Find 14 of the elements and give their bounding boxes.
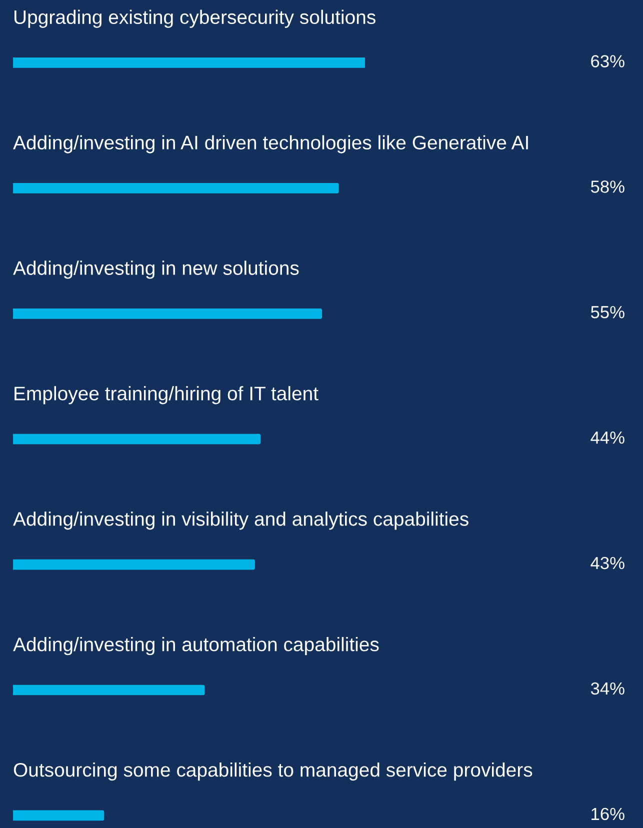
y-tick-label: Adding/investing in visibility and analytics capabilities: [13, 512, 468, 530]
y-tick-label: Adding/investing in new solutions: [13, 260, 299, 279]
y-tick-label: Outsourcing some capabilities to managed service providers: [14, 762, 532, 781]
data-label: 43%: [590, 556, 624, 570]
y-tick-label: Adding/investing in AI driven technologies like Generative AI: [13, 135, 528, 154]
data-label: 55%: [590, 306, 624, 318]
data-label: 34%: [590, 682, 624, 695]
data-label: 58%: [590, 180, 624, 193]
data-label: 44%: [590, 432, 624, 444]
y-tick-label: Upgrading existing cybersecurity solutions: [14, 10, 376, 28]
y-tick-label: Adding/investing in automation capabilities: [13, 637, 379, 656]
data-label: 16%: [592, 808, 624, 820]
y-tick-label: Employee training/hiring of IT talent: [14, 386, 318, 404]
data-label: 63%: [591, 55, 624, 68]
